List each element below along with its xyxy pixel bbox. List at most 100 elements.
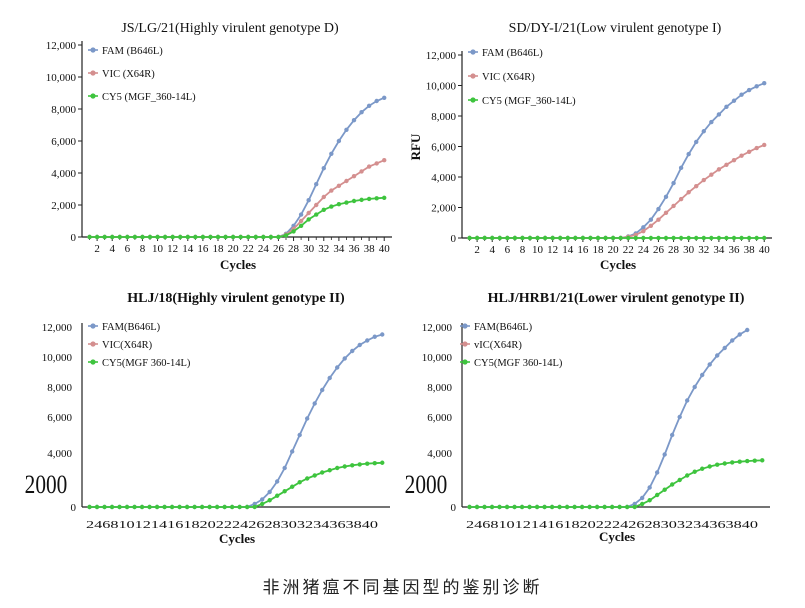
- x-tick-label: 28: [288, 243, 300, 255]
- x-tick-label: 14: [562, 244, 574, 256]
- series-2: [467, 142, 767, 241]
- x-tick-label: 16: [577, 244, 589, 256]
- data-point: [731, 98, 737, 103]
- x-tick-label: 24: [258, 243, 270, 255]
- x-tick-label: 34: [713, 244, 725, 256]
- series-3: [87, 195, 387, 240]
- data-point: [641, 235, 646, 241]
- data-point: [707, 464, 712, 469]
- series-line: [89, 96, 385, 238]
- data-point: [147, 234, 153, 240]
- figure-caption: 非洲猪瘟不同基因型的鉴别诊断: [262, 578, 543, 598]
- x-tick-label: 40: [759, 244, 771, 256]
- chart-panel-2: SD/DY-I/21(Low virulent genotype I) 0 2,00…: [408, 21, 772, 272]
- data-point: [709, 235, 714, 241]
- data-point: [193, 234, 198, 240]
- series-line: [469, 459, 763, 508]
- data-point: [124, 504, 130, 510]
- data-point: [648, 217, 654, 222]
- x-tick-label: 36: [349, 243, 361, 255]
- data-point: [641, 225, 646, 230]
- x-tick-label: 8: [520, 244, 526, 256]
- legend-label: FAM (B646L): [482, 48, 543, 59]
- data-point: [724, 162, 729, 167]
- data-point: [746, 149, 752, 155]
- data-point: [671, 180, 676, 186]
- data-point: [739, 92, 744, 97]
- data-point: [633, 232, 638, 238]
- data-point: [745, 458, 750, 464]
- data-point: [366, 103, 372, 109]
- data-point: [737, 459, 742, 464]
- y-tick-label: 6,000: [427, 412, 452, 424]
- data-point: [467, 235, 472, 241]
- data-point: [754, 235, 759, 241]
- x-tick-label: 4: [489, 244, 495, 256]
- x-tick-label: 2: [474, 244, 480, 256]
- data-point: [724, 235, 729, 241]
- data-point: [223, 234, 228, 240]
- data-point: [259, 497, 265, 502]
- series-line: [89, 196, 385, 238]
- data-point: [319, 470, 325, 475]
- data-point: [694, 183, 699, 189]
- x-tick-label: 14: [182, 243, 194, 255]
- data-point: [519, 504, 525, 510]
- data-point: [632, 504, 637, 510]
- data-point: [694, 235, 699, 241]
- data-point: [297, 480, 302, 485]
- data-point: [312, 473, 317, 478]
- y-tick-label: 6,000: [47, 412, 72, 424]
- data-point: [267, 498, 272, 503]
- data-point: [380, 332, 385, 337]
- data-point: [344, 178, 349, 184]
- legend-label: CY5(MGF 360-14L): [474, 358, 563, 369]
- data-point: [170, 234, 175, 240]
- legend-entry: FAM(B646L): [460, 322, 533, 333]
- data-point: [359, 169, 364, 174]
- data-point: [321, 194, 326, 200]
- data-point: [762, 81, 767, 86]
- chart-title: HLJ/HRB1/21(Lower virulent genotype II): [488, 291, 745, 306]
- chart-title: JS/LG/21(Highly virulent genotype D): [121, 21, 339, 36]
- data-point: [715, 353, 720, 358]
- data-point: [87, 234, 92, 240]
- y-tick-label: 12,000: [422, 322, 453, 334]
- y-tick-label: 12,000: [46, 40, 77, 52]
- data-point: [490, 235, 495, 241]
- data-point: [746, 87, 752, 93]
- data-point: [298, 223, 304, 228]
- x-tick-labels: 246810121416182022242628303234363840: [466, 519, 759, 531]
- data-point: [701, 129, 706, 134]
- data-point: [730, 460, 735, 465]
- legend-swatch-marker: [462, 341, 468, 347]
- chart-panel-1: JS/LG/21(Highly virulent genotype D) 0 2,0…: [46, 21, 392, 272]
- series-3: [87, 460, 385, 510]
- x-tick-label: 40: [379, 243, 391, 255]
- x-axis-title: Cycles: [600, 257, 636, 272]
- x-tick-label: 20: [228, 243, 240, 255]
- data-point: [276, 234, 281, 240]
- data-point: [647, 485, 652, 490]
- data-point: [246, 234, 251, 240]
- x-tick-label: 10: [152, 243, 164, 255]
- data-point: [314, 182, 319, 187]
- data-point: [200, 234, 206, 240]
- data-point: [663, 210, 669, 216]
- y-tick-label: 4,000: [51, 168, 76, 180]
- data-point: [618, 235, 623, 241]
- data-point: [214, 504, 220, 510]
- legend-swatch-marker: [90, 47, 96, 53]
- data-point: [314, 202, 319, 208]
- y-tick-label: 6,000: [431, 142, 456, 154]
- legend-entry: vIC(X64R): [460, 340, 522, 351]
- data-point: [641, 228, 646, 234]
- data-point: [474, 235, 480, 241]
- data-point: [268, 234, 274, 240]
- data-point: [639, 495, 645, 501]
- data-point: [549, 504, 555, 510]
- data-point: [329, 204, 334, 209]
- data-point: [380, 460, 385, 465]
- data-point: [746, 235, 752, 241]
- data-point: [222, 504, 227, 510]
